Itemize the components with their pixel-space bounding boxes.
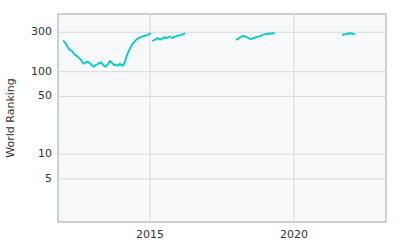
tick-label: 50 <box>38 89 52 102</box>
tick-label: 10 <box>38 147 52 160</box>
grid-line <box>293 14 294 222</box>
tick-label: 5 <box>45 172 52 185</box>
plot-frame <box>58 14 386 222</box>
tick-label: 300 <box>31 25 52 38</box>
grid-line <box>150 14 151 222</box>
axis-label: World Ranking <box>4 78 17 158</box>
chart: 5 10 50 100 300 2015 2020 World Ranking <box>0 0 400 250</box>
ranking-line <box>64 33 355 66</box>
grid-line <box>58 154 386 155</box>
grid-line <box>58 96 386 97</box>
plot-area <box>64 33 355 66</box>
grid-line <box>58 32 386 33</box>
tick-label: 100 <box>31 65 52 78</box>
tick-label: 2015 <box>136 228 164 241</box>
grid-line <box>58 178 386 179</box>
tick-label: 2020 <box>280 228 308 241</box>
grid-line <box>58 71 386 72</box>
